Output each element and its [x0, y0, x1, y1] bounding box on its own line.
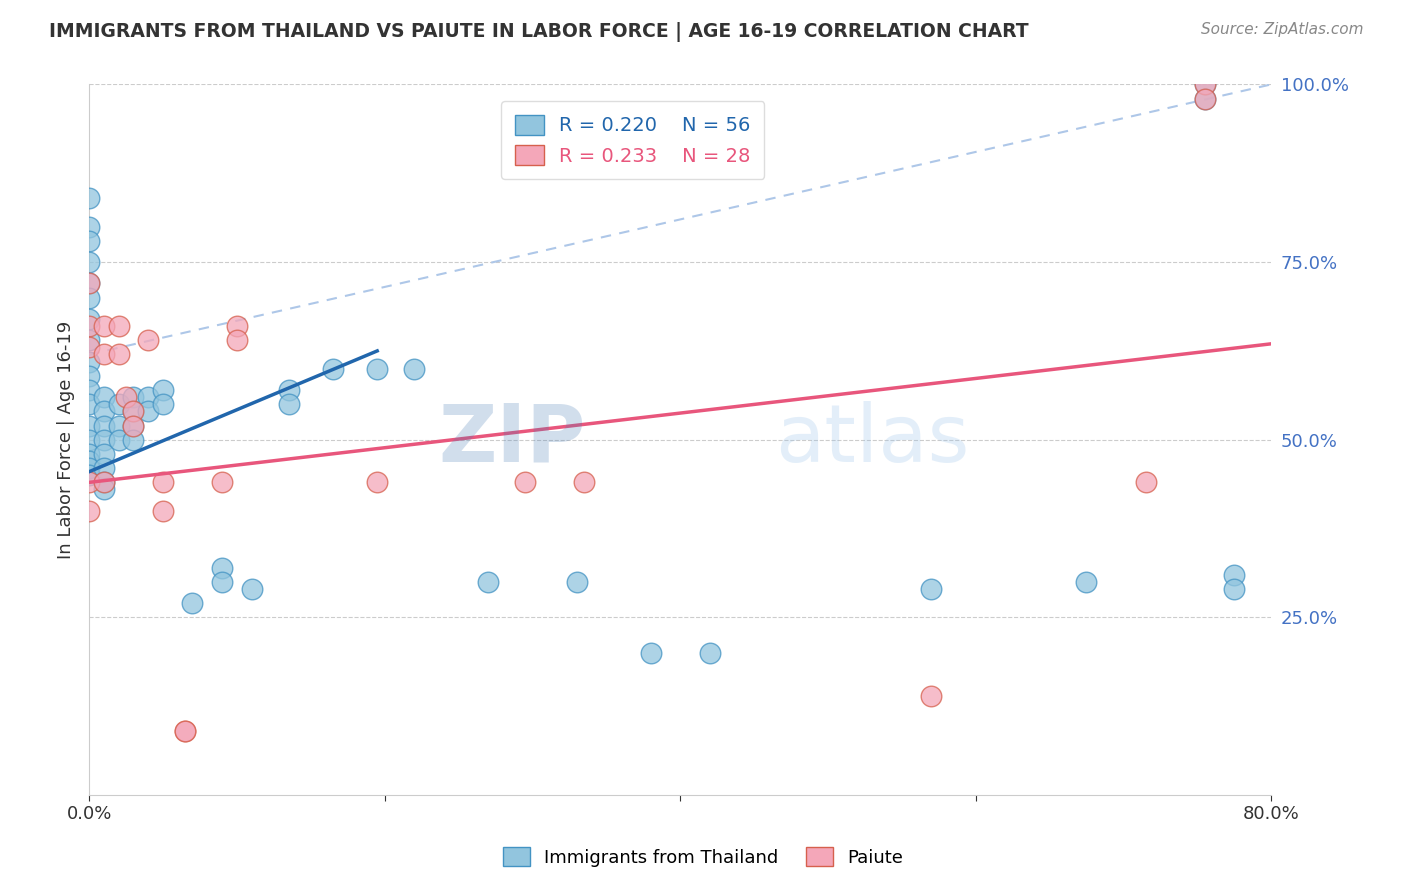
Point	[920, 582, 942, 596]
Point	[122, 404, 145, 418]
Point	[277, 383, 299, 397]
Point	[93, 404, 115, 418]
Point	[93, 418, 115, 433]
Point	[107, 433, 129, 447]
Point	[404, 361, 426, 376]
Text: ZIP: ZIP	[439, 401, 585, 479]
Point	[920, 689, 942, 703]
Point	[107, 319, 129, 334]
Point	[122, 390, 145, 404]
Point	[477, 574, 499, 589]
Point	[107, 418, 129, 433]
Point	[77, 277, 100, 291]
Point	[181, 596, 204, 610]
Point	[1194, 78, 1216, 92]
Point	[107, 347, 129, 361]
Point	[77, 418, 100, 433]
Point	[1135, 475, 1157, 490]
Point	[77, 433, 100, 447]
Point	[77, 354, 100, 368]
Point	[366, 361, 388, 376]
Point	[93, 461, 115, 475]
Text: Source: ZipAtlas.com: Source: ZipAtlas.com	[1201, 22, 1364, 37]
Point	[699, 646, 721, 660]
Point	[640, 646, 662, 660]
Point	[77, 340, 100, 354]
Point	[93, 483, 115, 497]
Point	[136, 390, 159, 404]
Legend: Immigrants from Thailand, Paiute: Immigrants from Thailand, Paiute	[496, 840, 910, 874]
Legend: R = 0.220    N = 56, R = 0.233    N = 28: R = 0.220 N = 56, R = 0.233 N = 28	[501, 102, 765, 179]
Point	[115, 390, 138, 404]
Point	[77, 447, 100, 461]
Point	[565, 574, 588, 589]
Point	[77, 319, 100, 334]
Point	[1076, 574, 1098, 589]
Point	[1194, 78, 1216, 92]
Point	[122, 418, 145, 433]
Point	[225, 333, 247, 347]
Point	[77, 219, 100, 234]
Point	[77, 191, 100, 205]
Point	[107, 397, 129, 411]
Point	[225, 319, 247, 334]
Point	[152, 504, 174, 518]
Point	[174, 724, 197, 739]
Point	[572, 475, 595, 490]
Point	[93, 319, 115, 334]
Point	[77, 368, 100, 383]
Point	[77, 333, 100, 347]
Point	[93, 447, 115, 461]
Point	[1223, 567, 1246, 582]
Point	[93, 475, 115, 490]
Point	[1223, 582, 1246, 596]
Point	[77, 397, 100, 411]
Point	[1194, 92, 1216, 106]
Point	[93, 390, 115, 404]
Point	[211, 574, 233, 589]
Point	[77, 234, 100, 248]
Point	[93, 347, 115, 361]
Point	[122, 418, 145, 433]
Point	[174, 724, 197, 739]
Point	[77, 461, 100, 475]
Point	[152, 475, 174, 490]
Point	[77, 454, 100, 468]
Point	[366, 475, 388, 490]
Point	[136, 404, 159, 418]
Point	[211, 560, 233, 574]
Point	[122, 433, 145, 447]
Point	[77, 468, 100, 483]
Point	[136, 333, 159, 347]
Point	[152, 397, 174, 411]
Point	[277, 397, 299, 411]
Text: atlas: atlas	[775, 401, 969, 479]
Point	[77, 255, 100, 269]
Point	[77, 475, 100, 490]
Point	[77, 383, 100, 397]
Point	[77, 291, 100, 305]
Point	[211, 475, 233, 490]
Point	[240, 582, 263, 596]
Y-axis label: In Labor Force | Age 16-19: In Labor Force | Age 16-19	[58, 320, 75, 559]
Point	[122, 404, 145, 418]
Point	[93, 433, 115, 447]
Point	[77, 504, 100, 518]
Point	[322, 361, 344, 376]
Point	[93, 475, 115, 490]
Point	[77, 312, 100, 326]
Point	[1194, 92, 1216, 106]
Point	[513, 475, 536, 490]
Point	[152, 383, 174, 397]
Text: IMMIGRANTS FROM THAILAND VS PAIUTE IN LABOR FORCE | AGE 16-19 CORRELATION CHART: IMMIGRANTS FROM THAILAND VS PAIUTE IN LA…	[49, 22, 1029, 42]
Point	[77, 277, 100, 291]
